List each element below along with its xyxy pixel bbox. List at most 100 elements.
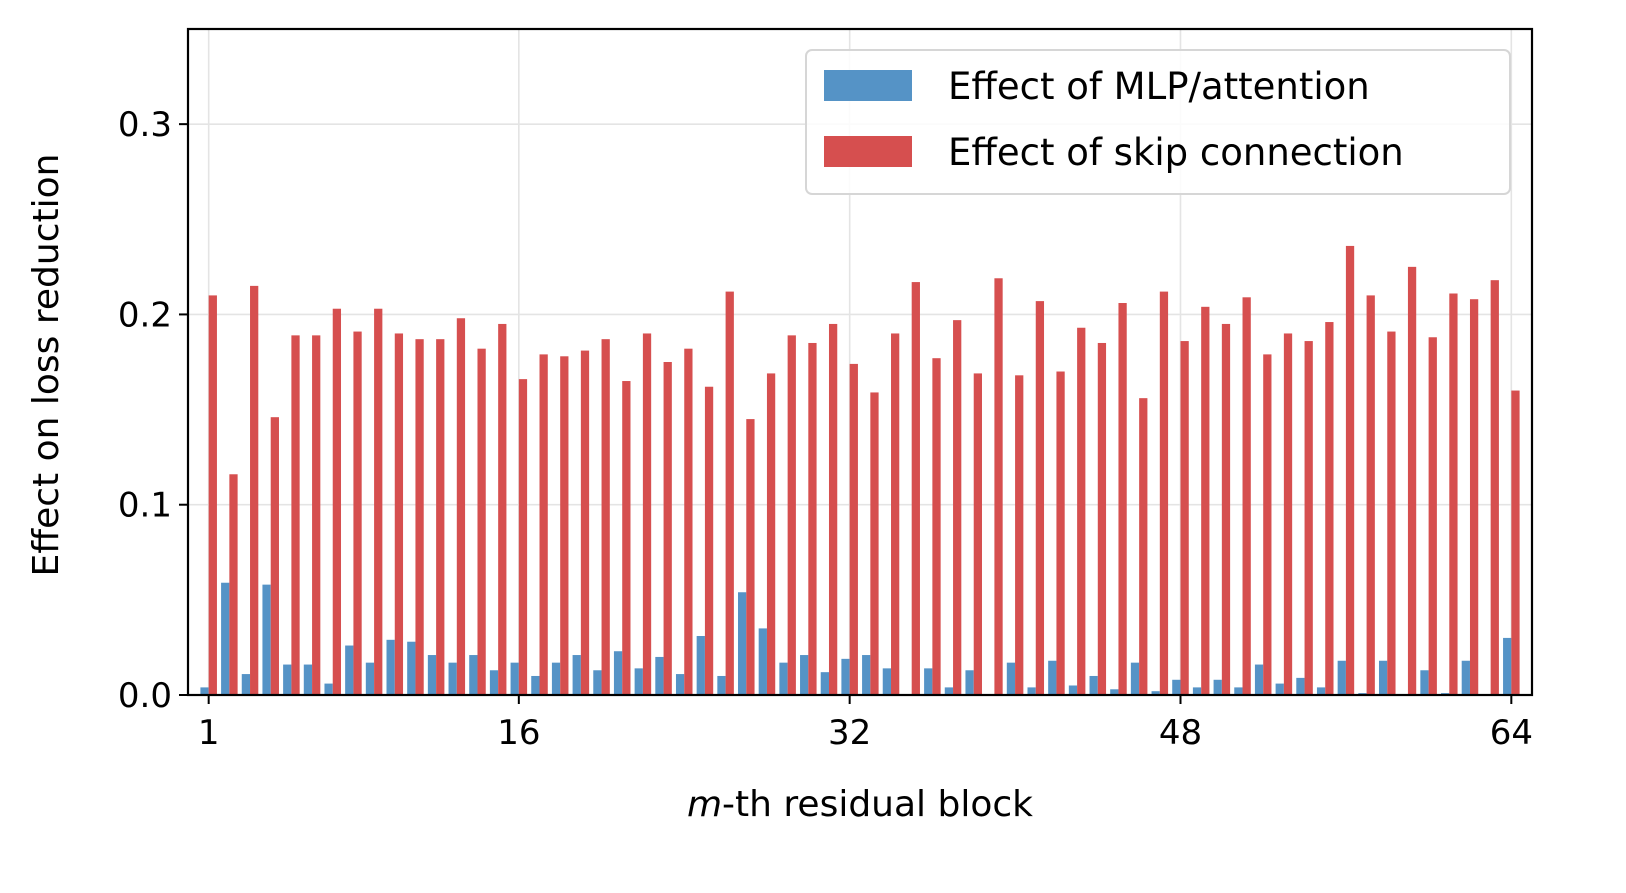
bar-mlp-attention (634, 668, 643, 695)
bar-mlp-attention (862, 655, 871, 695)
bar-mlp-attention (1213, 679, 1222, 695)
bar-mlp-attention (1130, 662, 1140, 695)
y-tick-label: 0.2 (118, 295, 172, 335)
bar-skip-connection (684, 348, 693, 695)
bar-skip-connection (1015, 375, 1024, 695)
bar-mlp-attention (1234, 687, 1243, 695)
bar-skip-connection (953, 320, 962, 695)
bar-mlp-attention (924, 668, 933, 695)
bar-skip-connection (725, 291, 734, 695)
bar-mlp-attention (738, 592, 747, 695)
bar-skip-connection (1097, 342, 1107, 695)
bar-mlp-attention (510, 662, 519, 695)
bar-skip-connection (766, 373, 776, 695)
bar-mlp-attention (675, 674, 685, 695)
bar-mlp-attention (345, 645, 354, 695)
bar-mlp-attention (1296, 677, 1305, 695)
bar-skip-connection (270, 417, 279, 695)
bar-mlp-attention (593, 670, 602, 695)
bar-mlp-attention (1192, 687, 1202, 695)
bar-skip-connection (1345, 245, 1355, 695)
bar-skip-connection (622, 381, 631, 695)
bar-skip-connection (891, 333, 900, 695)
bar-mlp-attention (758, 628, 767, 695)
bar-mlp-attention (1151, 691, 1160, 695)
bar-skip-connection (332, 308, 342, 695)
legend: Effect of MLP/attention Effect of skip c… (805, 49, 1511, 195)
bar-skip-connection (1180, 341, 1189, 695)
x-tick-label: 32 (828, 713, 871, 753)
bar-mlp-attention (386, 639, 395, 695)
bar-skip-connection (580, 350, 590, 695)
bar-skip-connection (746, 419, 755, 695)
bar-skip-connection (1159, 291, 1169, 695)
bar-skip-connection (1407, 266, 1417, 695)
bar-skip-connection (374, 308, 383, 695)
bar-mlp-attention (262, 584, 271, 695)
bar-skip-connection (704, 386, 714, 695)
bar-mlp-attention (655, 656, 664, 695)
bar-mlp-attention (841, 658, 850, 695)
bar-skip-connection (394, 333, 404, 695)
bar-mlp-attention (572, 655, 581, 695)
y-tick-label: 0.0 (118, 676, 172, 716)
bar-mlp-attention (200, 687, 209, 695)
bar-mlp-attention (1378, 660, 1388, 695)
bar-skip-connection (291, 335, 300, 695)
bar-skip-connection (436, 339, 445, 695)
x-axis-label: m-th residual block (687, 784, 1033, 825)
bar-mlp-attention (613, 651, 623, 695)
y-tick-label: 0.3 (118, 105, 172, 145)
legend-label-skip-connection: Effect of skip connection (948, 131, 1404, 174)
bar-mlp-attention (820, 672, 829, 695)
bar-skip-connection (642, 333, 652, 695)
bar-skip-connection (787, 335, 796, 695)
bar-skip-connection (518, 379, 528, 695)
bar-skip-connection (1077, 327, 1086, 695)
bar-skip-connection (1035, 301, 1045, 695)
bar-mlp-attention (1172, 679, 1181, 695)
bar-mlp-attention (1461, 660, 1470, 695)
bar-mlp-attention (1420, 670, 1429, 695)
bar-skip-connection (808, 342, 817, 695)
bar-mlp-attention (1254, 664, 1264, 695)
bar-mlp-attention (407, 641, 416, 695)
x-axis-label-rest: -th residual block (722, 784, 1033, 825)
bar-mlp-attention (1110, 689, 1119, 695)
bar-skip-connection (1449, 293, 1458, 695)
bar-mlp-attention (1068, 685, 1078, 695)
bar-skip-connection (1201, 306, 1210, 695)
bar-mlp-attention (427, 655, 437, 695)
x-tick-label: 48 (1159, 713, 1202, 753)
bar-skip-connection (994, 278, 1003, 695)
bar-mlp-attention (241, 674, 251, 695)
bar-skip-connection (1283, 333, 1293, 695)
bar-mlp-attention (469, 655, 478, 695)
bar-mlp-attention (221, 582, 230, 695)
bar-mlp-attention (944, 687, 954, 695)
bar-skip-connection (1469, 299, 1479, 695)
bar-mlp-attention (324, 683, 333, 695)
bar-skip-connection (932, 358, 941, 695)
bar-mlp-attention (303, 664, 313, 695)
bar-mlp-attention (1275, 683, 1284, 695)
bar-mlp-attention (1048, 660, 1057, 695)
bar-skip-connection (1242, 297, 1251, 695)
x-tick-label: 16 (497, 713, 540, 753)
bar-skip-connection (1304, 341, 1313, 695)
bar-skip-connection (498, 323, 507, 695)
bar-skip-connection (911, 282, 920, 695)
bar-mlp-attention (1089, 675, 1098, 695)
bars (200, 245, 1520, 695)
bar-skip-connection (1325, 322, 1334, 695)
bar-skip-connection (1139, 398, 1148, 695)
bar-skip-connection (1221, 323, 1231, 695)
x-axis-label-italic: m (687, 784, 722, 825)
bar-skip-connection (1263, 354, 1272, 695)
y-axis-label: Effect on loss reduction (26, 154, 67, 577)
bar-skip-connection (1118, 303, 1127, 695)
bar-mlp-attention (448, 662, 457, 695)
bar-skip-connection (1056, 371, 1065, 695)
